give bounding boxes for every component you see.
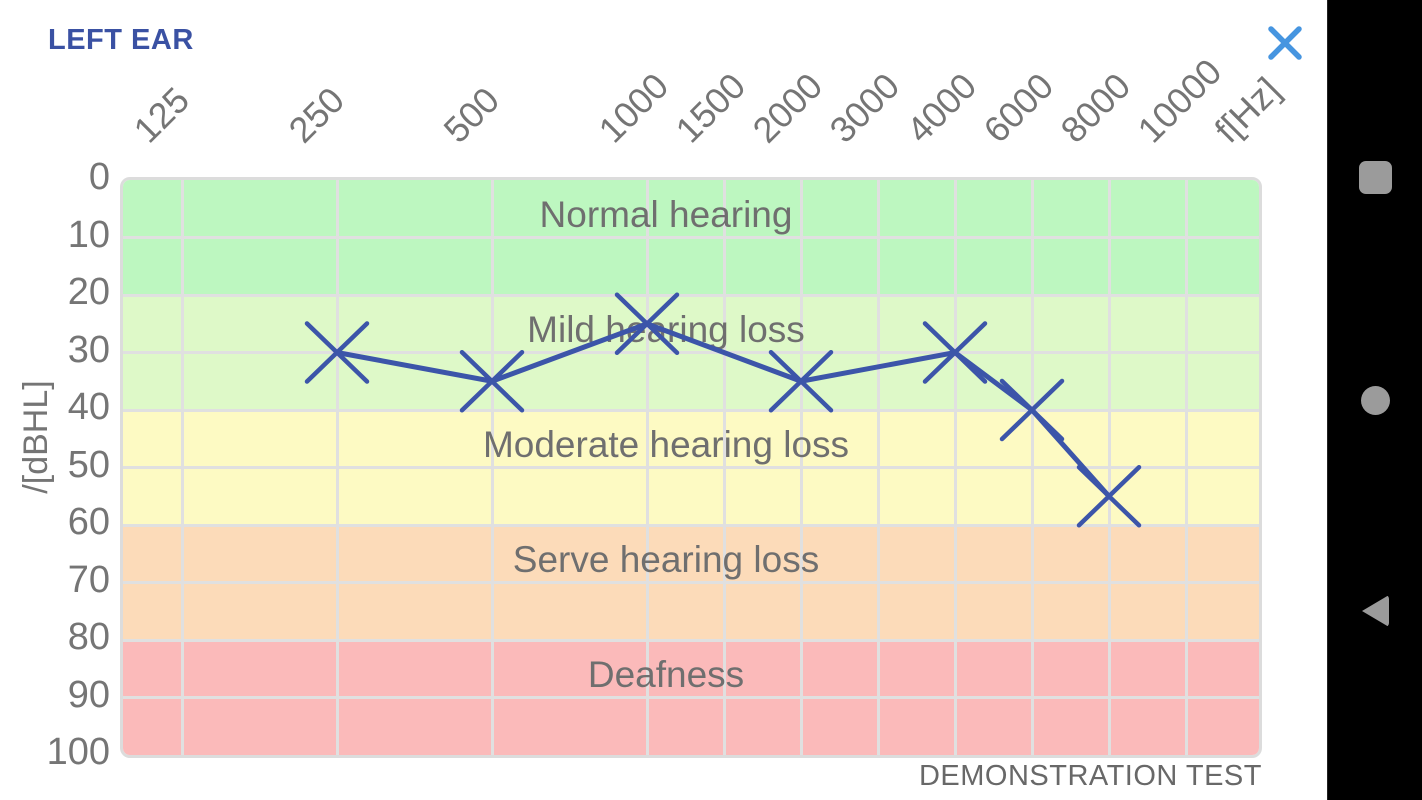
y-tick-label: 10 [67,213,110,256]
v-gridline [1184,180,1188,755]
h-gridline [123,293,1259,297]
threshold-line [336,321,1111,498]
v-gridline [180,180,184,755]
y-tick-label: 70 [67,558,110,601]
v-gridline [799,180,803,755]
x-tick-label: 4000 [898,64,985,151]
band-label: Moderate hearing loss [482,424,850,465]
v-gridline [722,180,726,755]
h-gridline [123,523,1259,527]
x-tick-label: 125 [125,79,198,151]
y-tick-label: 100 [46,731,110,773]
x-tick-label: 1000 [590,64,677,151]
x-tick-label: 2000 [744,64,831,151]
h-gridline [123,236,1259,239]
data-point-x-marker [459,350,525,413]
band-label: Normal hearing [539,194,793,235]
v-gridline [1030,180,1034,755]
v-gridline [645,180,649,755]
data-point-x-marker [768,350,834,413]
android-nav-bar [1327,0,1422,800]
y-tick-label: 0 [88,156,110,198]
x-tick-label: 8000 [1052,64,1139,151]
data-point-x-marker [614,292,680,355]
close-button[interactable] [1255,13,1315,73]
v-gridline [335,180,339,755]
audiogram-curve [304,292,1142,528]
audiogram-plot: Normal hearing Mild hearing loss Moderate … [120,177,1262,758]
h-gridline [123,638,1259,642]
v-gridline [876,180,880,755]
close-icon [1268,26,1302,60]
v-gridline [953,180,957,755]
recents-square-icon [1358,160,1392,194]
data-point-x-marker [999,378,1065,442]
y-tick-label: 80 [67,616,110,658]
h-gridline [123,466,1259,469]
x-tick-label: 500 [435,79,508,151]
y-tick-label: 90 [67,673,110,716]
demonstration-test-label: DEMONSTRATION TEST [918,760,1262,792]
y-tick-label: 40 [67,386,110,428]
x-tick-label: 6000 [975,64,1062,151]
band-label: Deafness [587,654,745,695]
band-label: Serve hearing loss [512,539,820,580]
v-gridline [1107,180,1111,755]
h-gridline [123,581,1259,584]
recents-button[interactable] [1345,155,1405,199]
h-gridline [123,696,1259,699]
x-tick-label: 250 [280,79,353,151]
h-gridline [123,408,1259,412]
y-tick-label: 30 [67,328,110,371]
data-point-x-marker [304,321,370,384]
home-circle-icon [1360,385,1390,415]
h-gridline [123,351,1259,354]
y-tick-label: 20 [67,271,110,313]
back-button[interactable] [1345,595,1405,627]
page-title: LEFT EAR [48,24,194,56]
x-tick-label: 1500 [667,64,754,151]
x-tick-label: 3000 [821,64,908,151]
home-button[interactable] [1345,380,1405,420]
data-point-x-marker [922,321,988,384]
y-tick-label: 50 [67,443,110,486]
data-point-x-marker [1076,465,1142,528]
y-axis-unit-label: /[dBHL] [17,380,55,494]
x-tick-label: 10000 [1129,50,1230,151]
v-gridline [490,180,494,755]
y-tick-label: 60 [67,501,110,543]
back-triangle-icon [1361,595,1389,627]
